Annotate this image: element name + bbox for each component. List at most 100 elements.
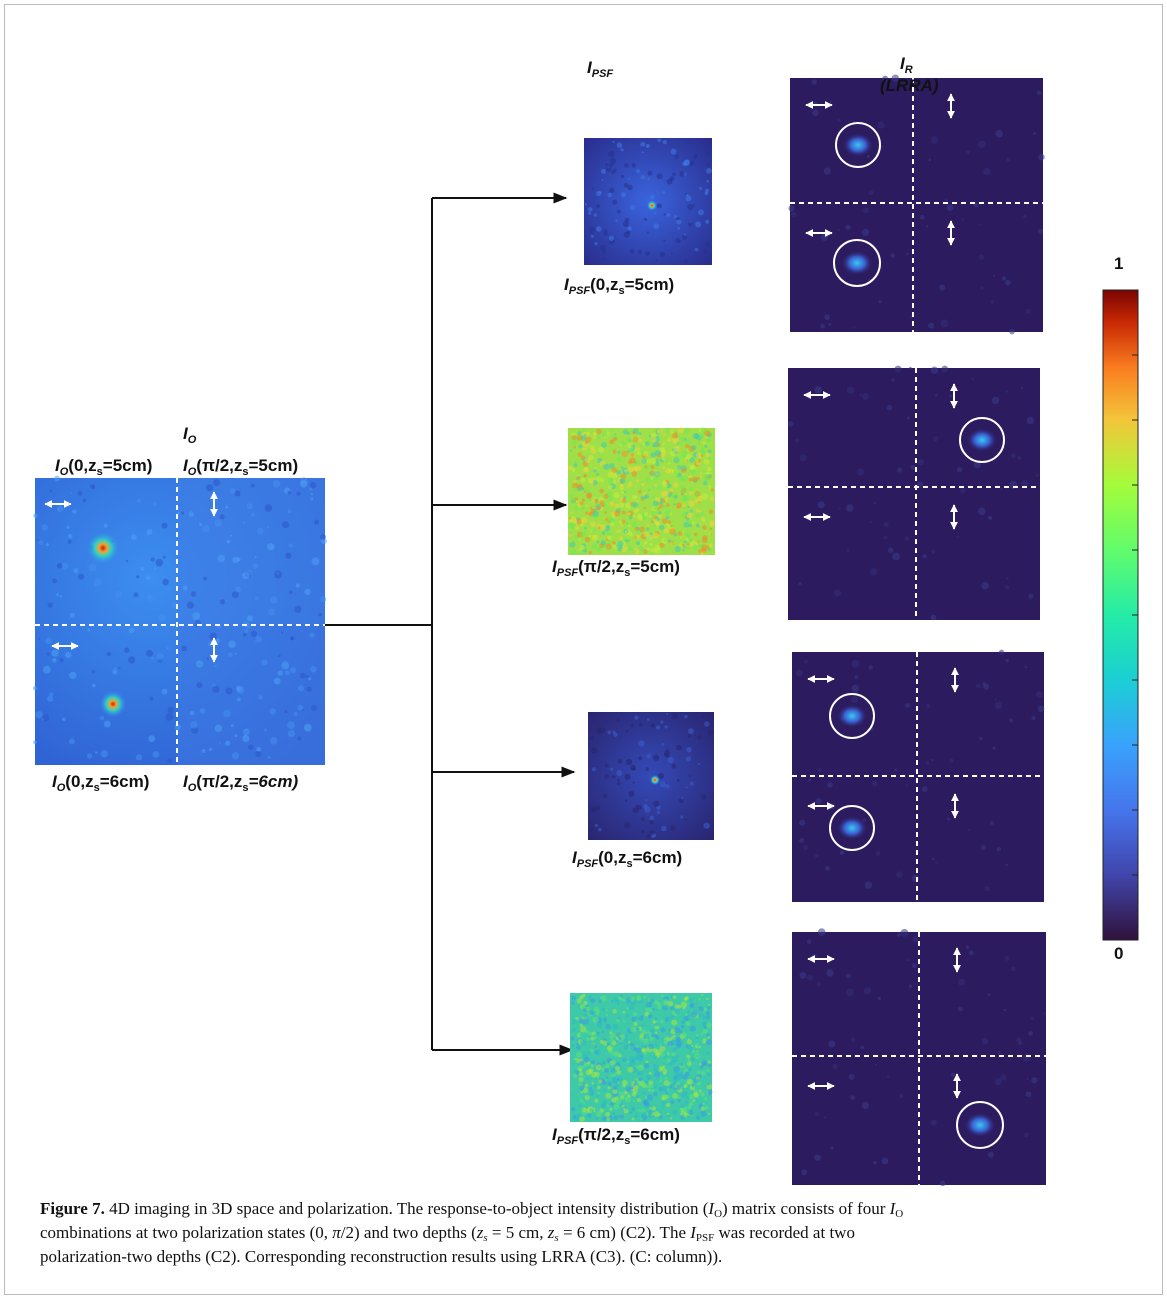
speckle — [685, 996, 689, 1000]
speckle — [686, 547, 689, 550]
speckle — [670, 525, 672, 527]
speckle — [623, 1044, 629, 1050]
speckle — [645, 441, 649, 445]
speckle — [288, 730, 295, 737]
speckle — [708, 543, 712, 547]
speckle — [892, 553, 900, 561]
text-segment: = 6 cm) (C2). The — [559, 1223, 691, 1242]
speckle — [701, 794, 707, 800]
speckle — [641, 458, 646, 463]
speckle — [151, 557, 155, 561]
speckle — [290, 637, 293, 640]
speckle — [695, 1046, 697, 1048]
speckle — [651, 518, 654, 521]
speckle — [298, 685, 304, 691]
psf-image — [568, 427, 715, 555]
speckle — [828, 323, 831, 326]
speckle — [591, 481, 593, 483]
speckle — [294, 606, 301, 613]
speckle — [212, 686, 219, 693]
speckle — [215, 665, 217, 667]
speckle — [568, 532, 572, 536]
speckle — [894, 366, 901, 373]
speckle — [645, 1003, 650, 1008]
speckle — [650, 533, 653, 536]
speckle — [947, 818, 950, 821]
speckle — [650, 195, 654, 199]
speckle — [572, 1019, 577, 1024]
speckle — [682, 1087, 684, 1089]
speckle — [846, 504, 854, 512]
speckle — [232, 591, 239, 598]
speckle — [815, 854, 819, 858]
speckle — [666, 1052, 670, 1056]
speckle — [310, 482, 317, 489]
speckle — [608, 478, 614, 484]
speckle — [571, 1107, 575, 1111]
speckle — [680, 437, 685, 442]
speckle — [609, 439, 614, 444]
speckle — [610, 428, 613, 431]
speckle — [659, 525, 664, 530]
speckle — [611, 171, 615, 175]
speckle — [615, 437, 617, 439]
speckle — [57, 563, 63, 569]
speckle — [695, 493, 698, 496]
speckle — [651, 437, 656, 442]
speckle — [168, 707, 174, 713]
speckle — [788, 205, 794, 211]
speckle — [635, 1056, 639, 1060]
speckle — [931, 549, 935, 553]
text-segment: PSF — [696, 1232, 714, 1244]
speckle — [672, 1093, 678, 1099]
speckle — [684, 450, 687, 453]
speckle — [655, 459, 658, 462]
speckle — [592, 767, 596, 771]
speckle — [584, 491, 586, 493]
speckle — [69, 672, 76, 679]
speckle — [591, 448, 597, 454]
speckle — [56, 593, 59, 596]
speckle — [1009, 718, 1013, 722]
speckle — [703, 470, 705, 472]
speckle — [213, 479, 220, 486]
speckle — [612, 1024, 618, 1030]
speckle — [607, 1117, 611, 1121]
speckle — [219, 742, 221, 744]
speckle — [1029, 594, 1034, 599]
speckle — [651, 511, 655, 515]
speckle — [584, 527, 587, 530]
speckle — [663, 240, 665, 242]
speckle — [857, 468, 864, 475]
speckle — [636, 485, 642, 491]
speckle — [35, 711, 42, 718]
speckle — [1023, 214, 1027, 218]
speckle — [649, 435, 651, 437]
text-segment: =5cm) — [630, 557, 680, 576]
speckle — [641, 1081, 646, 1086]
speckle — [633, 1100, 635, 1102]
speckle — [875, 1064, 877, 1066]
speckle — [147, 594, 154, 601]
speckle — [571, 435, 576, 440]
speckle — [126, 560, 128, 562]
speckle — [862, 229, 869, 236]
speckle — [582, 498, 585, 501]
speckle — [905, 536, 910, 541]
text-segment: ) matrix consists of four — [722, 1199, 890, 1218]
speckle — [33, 686, 37, 690]
speckle — [635, 1047, 641, 1053]
speckle — [629, 1061, 635, 1067]
speckle — [578, 1104, 581, 1107]
reconstruction-image — [788, 366, 1040, 621]
speckle — [926, 225, 928, 227]
speckle — [678, 427, 684, 433]
speckle — [695, 499, 699, 503]
speckle — [162, 523, 168, 529]
speckle — [591, 806, 597, 812]
speckle — [648, 489, 650, 491]
speckle — [591, 529, 596, 534]
text-segment: (0,z — [65, 772, 93, 791]
speckle — [1021, 387, 1023, 389]
speckle — [672, 1047, 676, 1051]
